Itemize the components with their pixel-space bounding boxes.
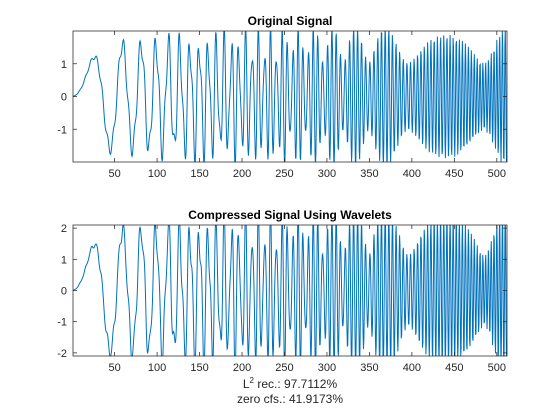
y-tick-label: 0 [61,286,67,298]
l2-recovery-note: L2 rec.: 97.7112% [243,376,338,391]
l2-recovery-value: rec.: 97.7112% [254,377,337,391]
x-tick-label: 50 [108,362,120,374]
l2-symbol: L [243,377,250,391]
y-tick-label: -2 [57,348,67,360]
zero-coefficients-note: zero cfs.: 41.9173% [237,392,343,406]
x-tick-label: 400 [403,168,421,180]
x-tick-label: 100 [148,168,166,180]
x-tick-label: 250 [275,362,293,374]
x-tick-label: 350 [360,168,378,180]
x-tick-label: 450 [445,168,463,180]
chart-title: Compressed Signal Using Wavelets [188,208,392,222]
signal-line [73,31,507,162]
x-tick-label: 400 [403,362,421,374]
y-tick-label: -1 [57,124,67,136]
x-tick-label: 500 [488,362,506,374]
x-tick-label: 200 [233,168,251,180]
x-tick-label: 300 [318,168,336,180]
y-tick-label: -1 [57,317,67,329]
x-tick-label: 300 [318,362,336,374]
x-tick-label: 50 [108,168,120,180]
chart-title: Original Signal [248,14,333,28]
y-tick-label: 0 [61,92,67,104]
x-tick-label: 200 [233,362,251,374]
y-tick-label: 2 [61,223,67,235]
x-tick-label: 350 [360,362,378,374]
signal-line [73,225,507,356]
x-tick-label: 500 [488,168,506,180]
x-tick-label: 150 [190,168,208,180]
l2-exponent: 2 [250,376,255,385]
x-tick-label: 250 [275,168,293,180]
x-tick-label: 100 [148,362,166,374]
axes-original-signal: Original Signal 50 100 150 200 250 300 350 400 45… [57,14,508,180]
x-tick-label: 450 [445,362,463,374]
y-tick-label: 1 [61,254,67,266]
y-tick-label: 1 [61,59,67,71]
x-tick-label: 150 [190,362,208,374]
